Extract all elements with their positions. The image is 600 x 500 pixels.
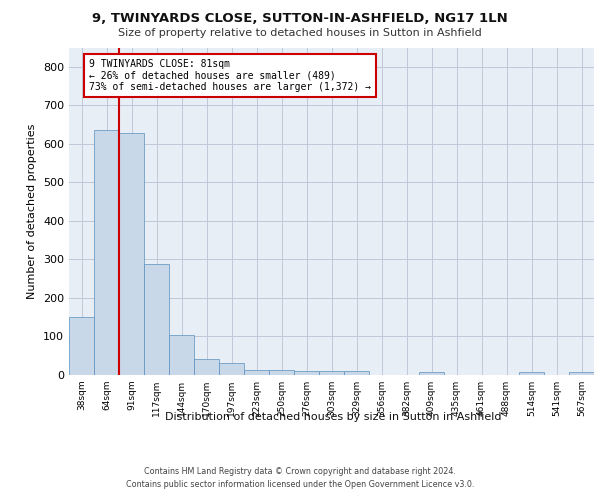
Bar xyxy=(344,371,369,375)
Text: Distribution of detached houses by size in Sutton in Ashfield: Distribution of detached houses by size … xyxy=(165,412,501,422)
Bar xyxy=(194,359,219,375)
Text: 9, TWINYARDS CLOSE, SUTTON-IN-ASHFIELD, NG17 1LN: 9, TWINYARDS CLOSE, SUTTON-IN-ASHFIELD, … xyxy=(92,12,508,26)
Bar xyxy=(219,364,244,375)
Bar xyxy=(294,371,319,375)
Y-axis label: Number of detached properties: Number of detached properties xyxy=(28,124,37,299)
Text: Contains HM Land Registry data © Crown copyright and database right 2024.
Contai: Contains HM Land Registry data © Crown c… xyxy=(126,468,474,489)
Bar xyxy=(569,372,594,375)
Bar xyxy=(169,336,194,375)
Bar xyxy=(144,264,169,375)
Bar xyxy=(319,371,344,375)
Text: 9 TWINYARDS CLOSE: 81sqm
← 26% of detached houses are smaller (489)
73% of semi-: 9 TWINYARDS CLOSE: 81sqm ← 26% of detach… xyxy=(89,59,371,92)
Bar xyxy=(269,370,294,375)
Text: Size of property relative to detached houses in Sutton in Ashfield: Size of property relative to detached ho… xyxy=(118,28,482,38)
Bar xyxy=(244,370,269,375)
Bar xyxy=(94,130,119,375)
Bar xyxy=(419,372,444,375)
Bar xyxy=(69,317,94,375)
Bar xyxy=(519,372,544,375)
Bar xyxy=(119,134,144,375)
